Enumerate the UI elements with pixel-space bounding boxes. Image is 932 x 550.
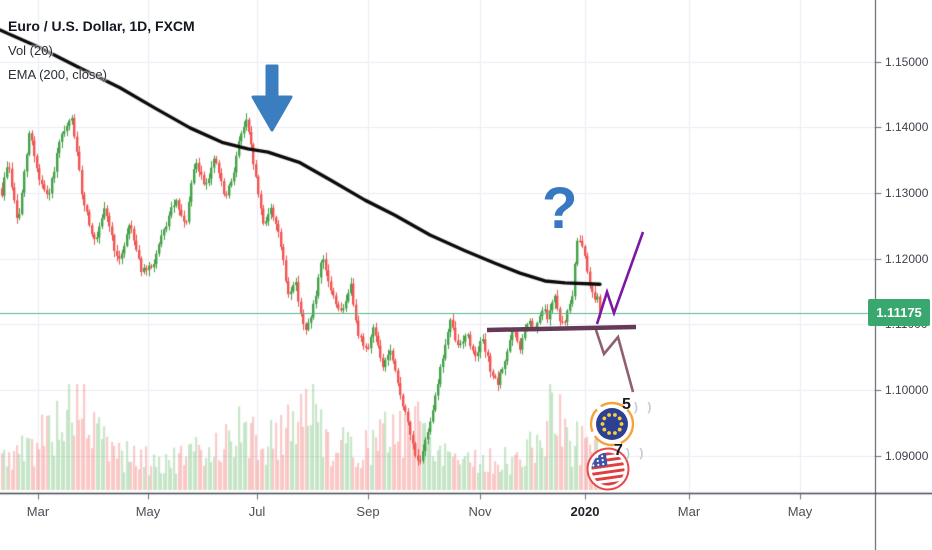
last-price-badge: 1.11175	[868, 299, 930, 327]
eu-event-count: 5	[622, 396, 631, 413]
eu-flag-icon[interactable]	[589, 401, 635, 447]
x-axis-label: Mar	[26, 504, 50, 519]
us-event-count: 7	[614, 442, 623, 459]
question-mark-drawing[interactable]: ?	[542, 176, 578, 241]
blue-down-arrow-icon[interactable]	[251, 64, 293, 132]
indicator-ema[interactable]: EMA (200, close)	[8, 67, 107, 82]
y-axis-label: 1.10000	[885, 383, 929, 397]
last-price-value: 1.11175	[876, 305, 922, 321]
x-axis-label: May	[787, 504, 813, 519]
y-axis-label: 1.14000	[885, 120, 929, 135]
x-axis-label: Sep	[356, 504, 380, 519]
x-axis-label: Nov	[468, 504, 492, 519]
support-line[interactable]	[486, 324, 637, 333]
x-axis-label: Jul	[248, 504, 266, 519]
y-axis-label: 1.12000	[885, 251, 929, 266]
us-event-count-ghost: ) )	[626, 446, 647, 460]
y-axis-label: 1.15000	[885, 54, 929, 69]
symbol-title[interactable]: Euro / U.S. Dollar, 1D, FXCM	[8, 18, 195, 34]
x-axis-label: May	[135, 504, 161, 519]
indicator-volume[interactable]: Vol (20)	[8, 43, 53, 58]
bearish-projection-arrow[interactable]	[594, 329, 635, 393]
x-axis-label: Mar	[677, 504, 701, 519]
eu-event-count-ghost: ) )	[634, 400, 655, 414]
us-flag-icon[interactable]	[585, 446, 631, 492]
x-axis-label: 2020	[570, 504, 600, 519]
bullish-projection-arrow[interactable]	[595, 231, 645, 325]
y-axis-label: 1.09000	[885, 448, 929, 463]
y-axis-label: 1.13000	[885, 185, 929, 200]
legend: Euro / U.S. Dollar, 1D, FXCM Vol (20) EM…	[8, 18, 195, 91]
